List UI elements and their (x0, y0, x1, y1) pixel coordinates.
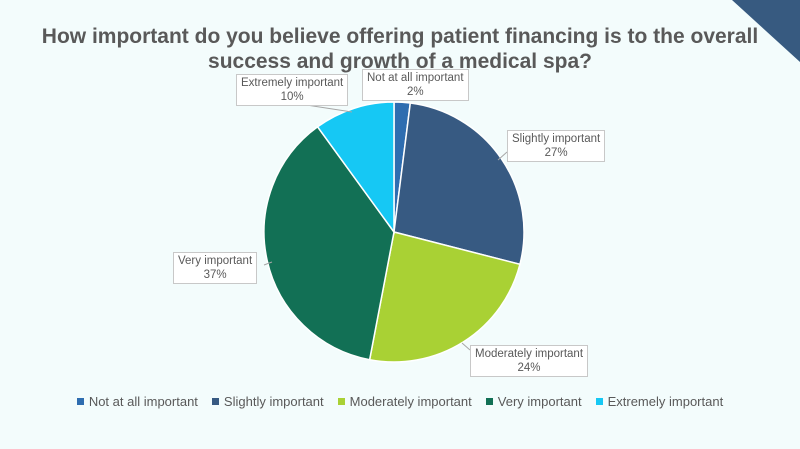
data-label-value: 2% (406, 86, 424, 98)
leader-line-slightly (497, 151, 508, 161)
data-label-value: 24% (517, 362, 541, 374)
legend-swatch (211, 398, 219, 405)
pie-slice-slightly-important (393, 102, 525, 266)
legend-label: Extremely important (607, 394, 724, 409)
legend-item: Moderately important (337, 394, 472, 409)
legend-item: Very important (485, 394, 582, 409)
data-label-category: Very important (178, 255, 253, 267)
chart-title: How important do you believe offering pa… (41, 25, 759, 73)
legend-label: Slightly important (223, 394, 324, 409)
data-label-value: 10% (280, 91, 304, 103)
data-label-slightly: Slightly important 27% (507, 130, 606, 162)
legend-item: Extremely important (595, 394, 724, 409)
corner-decoration (732, 0, 800, 62)
data-label-category: Slightly important (512, 133, 601, 145)
data-label-value: 37% (203, 269, 227, 281)
legend-label: Not at all important (88, 394, 198, 409)
legend-label: Moderately important (349, 394, 472, 409)
pie-slice-extremely-important (316, 101, 395, 235)
legend-item: Slightly important (211, 394, 324, 409)
pie-slice-very-important (263, 125, 395, 361)
leader-line-moderately (461, 342, 471, 351)
data-label-category: Moderately important (475, 348, 584, 360)
legend-swatch (485, 398, 493, 405)
data-label-not-at-all: Not at all important 2% (362, 69, 469, 101)
pie-slice-moderately-important (368, 231, 521, 363)
data-label-very: Very important 37% (173, 252, 258, 284)
data-label-category: Not at all important (367, 72, 464, 84)
legend: Not at all important Slightly important … (0, 394, 800, 409)
leader-line-very (263, 261, 273, 266)
data-label-value: 27% (544, 147, 568, 159)
legend-swatch (595, 398, 603, 405)
data-label-extremely: Extremely important 10% (236, 74, 349, 106)
legend-swatch (337, 398, 345, 405)
legend-swatch (76, 398, 84, 405)
data-label-category: Extremely important (241, 77, 344, 89)
data-label-moderately: Moderately important 24% (470, 345, 589, 377)
legend-item: Not at all important (76, 394, 198, 409)
legend-label: Very important (497, 394, 582, 409)
